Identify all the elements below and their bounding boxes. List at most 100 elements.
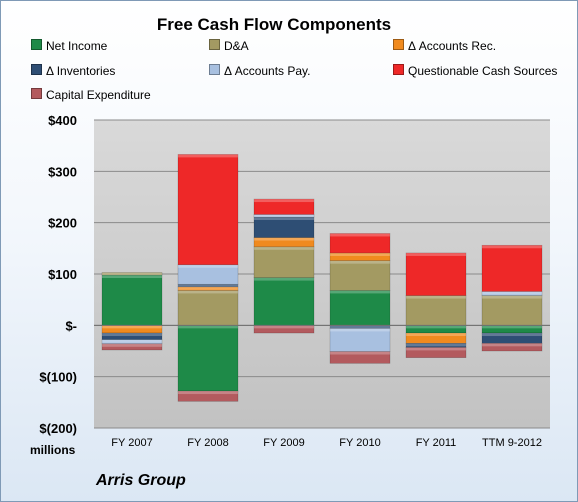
legend-swatch: [31, 88, 42, 99]
legend-accounts-pay: Δ Accounts Pay.: [209, 64, 311, 78]
bar-segment-highlight: [178, 391, 238, 395]
bar-segment: [329, 233, 391, 254]
bar-segment: [481, 295, 543, 326]
bar-segment: [101, 274, 163, 326]
bar-segment: [329, 290, 391, 326]
y-tick-label: $(200): [39, 421, 77, 436]
bar-segment-highlight: [254, 246, 314, 250]
x-tick-label: FY 2007: [111, 437, 152, 449]
bar-segment: [481, 342, 543, 352]
legend-da: D&A: [209, 39, 249, 53]
bar-segment: [177, 290, 239, 326]
y-tick-label: $100: [48, 267, 77, 282]
chart-title: Free Cash Flow Components: [156, 15, 392, 34]
bar-segment-highlight: [102, 343, 162, 347]
bar-segment-highlight: [482, 245, 542, 249]
bar-segment: [101, 272, 163, 276]
units-label: millions: [30, 443, 76, 457]
bar-segment-highlight: [178, 264, 238, 268]
legend-label: Net Income: [46, 39, 108, 53]
legend-label: Δ Inventories: [46, 64, 116, 78]
y-tick-label: $(100): [39, 370, 77, 385]
legend-label: Δ Accounts Pay.: [224, 64, 311, 78]
legend-swatch: [393, 39, 404, 50]
legend-accounts-rec: Δ Accounts Rec.: [393, 39, 496, 53]
legend-swatch: [31, 64, 42, 75]
bar-segment-highlight: [178, 286, 238, 290]
legend-label: Questionable Cash Sources: [408, 64, 558, 78]
bar-segment-highlight: [330, 325, 390, 329]
bar-segment-highlight: [254, 325, 314, 329]
bar-segment-highlight: [330, 351, 390, 355]
x-tick-label: FY 2010: [339, 437, 380, 449]
bar-segment: [405, 347, 467, 358]
bar-segment-highlight: [254, 214, 314, 218]
legend-label: Capital Expenditure: [46, 88, 151, 102]
legend-net-income: Net Income: [31, 39, 107, 53]
bar-segment: [101, 343, 163, 351]
bar-segment-highlight: [102, 339, 162, 343]
bar-segment-highlight: [406, 347, 466, 351]
bar-segment: [405, 252, 467, 296]
company-label: Arris Group: [96, 472, 186, 489]
legend-swatch: [31, 39, 42, 50]
legend-label: Δ Accounts Rec.: [408, 39, 497, 53]
bar-segment: [177, 325, 239, 392]
legend-capex: Capital Expenditure: [31, 88, 151, 102]
bar-segment-highlight: [406, 325, 466, 329]
bar-segment: [253, 216, 315, 238]
bar-segment-highlight: [254, 237, 314, 241]
bar-segment: [177, 390, 239, 402]
bar-segment-highlight: [102, 325, 162, 329]
bar-segment: [329, 260, 391, 291]
legend-swatch: [393, 64, 404, 75]
legend-swatch: [209, 64, 220, 75]
bar-segment-highlight: [254, 199, 314, 203]
x-tick-label: FY 2011: [416, 437, 457, 449]
bar-segment: [253, 246, 315, 278]
bar-segment-highlight: [482, 291, 542, 295]
bar-segment-highlight: [482, 343, 542, 347]
bar-segment-highlight: [330, 328, 390, 332]
bar-segment-highlight: [330, 290, 390, 294]
bar-segment-highlight: [178, 284, 238, 287]
bar-segment-highlight: [102, 272, 162, 276]
bar-segment-highlight: [406, 252, 466, 256]
x-tick-label: TTM 9-2012: [482, 437, 542, 449]
y-tick-label: $300: [48, 164, 77, 179]
bar-segment-highlight: [482, 325, 542, 329]
bar-segment: [253, 277, 315, 326]
y-tick-label: $400: [48, 113, 77, 128]
legend-label: D&A: [224, 39, 249, 53]
bar-segment-highlight: [330, 233, 390, 237]
bar-segment-highlight: [406, 343, 466, 347]
legend-swatch: [209, 39, 220, 50]
bar-segment: [481, 244, 543, 292]
x-tick-label: FY 2009: [263, 437, 304, 449]
y-tick-label: $200: [48, 216, 77, 231]
bar-segment: [405, 342, 467, 348]
x-tick-label: FY 2008: [187, 437, 228, 449]
y-tick-label: $-: [65, 318, 77, 333]
bar-segment-highlight: [330, 252, 390, 256]
bar-segment-highlight: [406, 333, 466, 337]
bar-segment-highlight: [254, 217, 314, 221]
bar-segment: [329, 328, 391, 352]
bar-segment: [177, 154, 239, 266]
legend-questionable-cash: Questionable Cash Sources: [393, 64, 557, 78]
bar-segment: [329, 351, 391, 364]
bar-segment-highlight: [254, 277, 314, 281]
bar-segment-highlight: [178, 325, 238, 329]
legend-inventories: Δ Inventories: [31, 64, 115, 78]
bar-segment-highlight: [102, 333, 162, 337]
bar-segment: [253, 198, 315, 215]
bar-segment: [253, 214, 315, 218]
bar-segment-highlight: [482, 333, 542, 337]
bar-segment-highlight: [178, 154, 238, 158]
bar-segment-highlight: [178, 290, 238, 294]
bar-segment-highlight: [482, 295, 542, 299]
bar-segment-highlight: [102, 275, 162, 279]
bar-segment: [405, 295, 467, 326]
bar-segment-highlight: [406, 295, 466, 299]
